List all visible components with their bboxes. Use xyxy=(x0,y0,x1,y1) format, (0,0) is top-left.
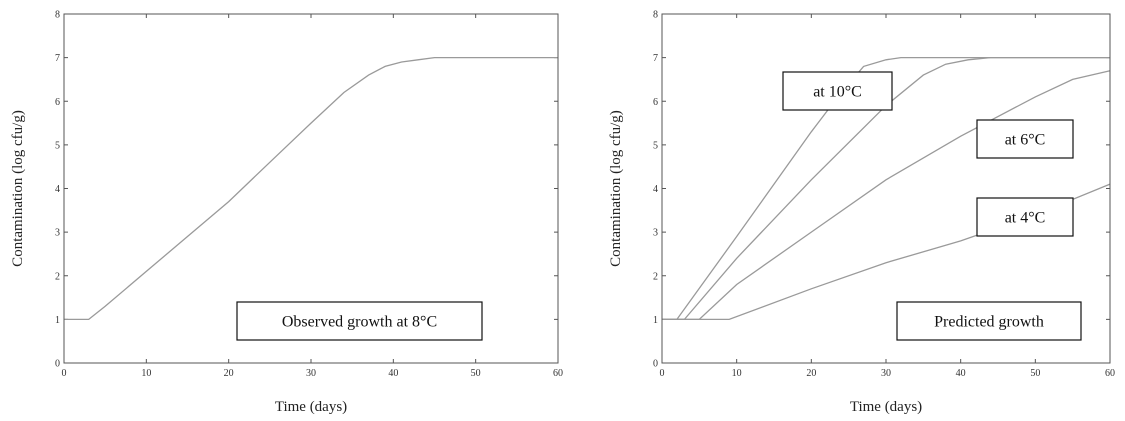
annotation-observed: Observed growth at 8°C xyxy=(236,301,483,341)
annotation-text: Observed growth at 8°C xyxy=(282,314,437,331)
y-tick-label: 1 xyxy=(55,315,60,326)
plot-frame xyxy=(661,13,1111,364)
x-tick-label: 50 xyxy=(471,368,481,379)
x-tick-label: 40 xyxy=(388,368,398,379)
y-tick-label: 1 xyxy=(653,315,658,326)
y-tick-label: 3 xyxy=(653,228,658,239)
annotation-6c: at 6°C xyxy=(976,119,1074,159)
y-axis-label: Contamination (log cfu/g) xyxy=(10,110,26,267)
series-line-0 xyxy=(64,56,558,321)
y-tick-label: 8 xyxy=(653,10,658,21)
series-line-1 xyxy=(662,56,1110,321)
annotation-box xyxy=(782,71,893,111)
x-tick-label: 0 xyxy=(62,368,67,379)
y-tick-label: 4 xyxy=(55,184,60,195)
y-tick-label: 7 xyxy=(55,53,60,64)
x-tick-label: 0 xyxy=(660,368,665,379)
x-axis-label: Time (days) xyxy=(850,399,922,415)
annotation-predicted: Predicted growth xyxy=(896,301,1082,341)
annotation-10c: at 10°C xyxy=(782,71,893,111)
annotation-text: at 6°C xyxy=(1005,132,1046,149)
tick-labels: 0 10 20 30 40 50 60 0 1 2 3 4 5 6 7 8 xyxy=(55,10,563,380)
x-tick-label: 60 xyxy=(553,368,563,379)
y-tick-label: 5 xyxy=(55,140,60,151)
annotation-4c: at 4°C xyxy=(976,197,1074,237)
x-tick-label: 30 xyxy=(881,368,891,379)
annotation-box xyxy=(236,301,483,341)
x-tick-label: 40 xyxy=(956,368,966,379)
x-tick-label: 20 xyxy=(806,368,816,379)
x-tick-label: 10 xyxy=(141,368,151,379)
annotation-text: at 4°C xyxy=(1005,210,1046,227)
series-curves xyxy=(64,56,558,321)
y-tick-label: 5 xyxy=(653,140,658,151)
y-tick-label: 2 xyxy=(55,271,60,282)
annotation-box xyxy=(896,301,1082,341)
plot-frame xyxy=(63,13,559,364)
annotation-box xyxy=(976,197,1074,237)
x-tick-label: 30 xyxy=(306,368,316,379)
y-axis-label: Contamination (log cfu/g) xyxy=(608,110,624,267)
chart-observed-growth: 0 10 20 30 40 50 60 0 1 2 3 4 5 6 7 8 Time (days) Conta… xyxy=(10,10,563,416)
chart-predicted-growth: 0 10 20 30 40 50 60 0 1 2 3 4 5 6 7 8 Time (days) Conta… xyxy=(608,10,1115,416)
y-tick-label: 6 xyxy=(55,97,60,108)
y-tick-label: 3 xyxy=(55,228,60,239)
x-axis-label: Time (days) xyxy=(275,399,347,415)
tick-labels: 0 10 20 30 40 50 60 0 1 2 3 4 5 6 7 8 xyxy=(653,10,1115,380)
annotation-text: Predicted growth xyxy=(934,314,1044,331)
x-tick-label: 10 xyxy=(732,368,742,379)
annotation-box xyxy=(976,119,1074,159)
x-tick-label: 20 xyxy=(224,368,234,379)
x-tick-label: 60 xyxy=(1105,368,1115,379)
y-tick-label: 0 xyxy=(55,359,60,370)
y-tick-label: 6 xyxy=(653,97,658,108)
y-tick-label: 2 xyxy=(653,271,658,282)
y-tick-label: 7 xyxy=(653,53,658,64)
series-line-2 xyxy=(662,70,1111,321)
y-tick-label: 4 xyxy=(653,184,658,195)
annotation-text: at 10°C xyxy=(813,84,862,101)
y-tick-label: 8 xyxy=(55,10,60,21)
x-tick-label: 50 xyxy=(1030,368,1040,379)
y-tick-label: 0 xyxy=(653,359,658,370)
